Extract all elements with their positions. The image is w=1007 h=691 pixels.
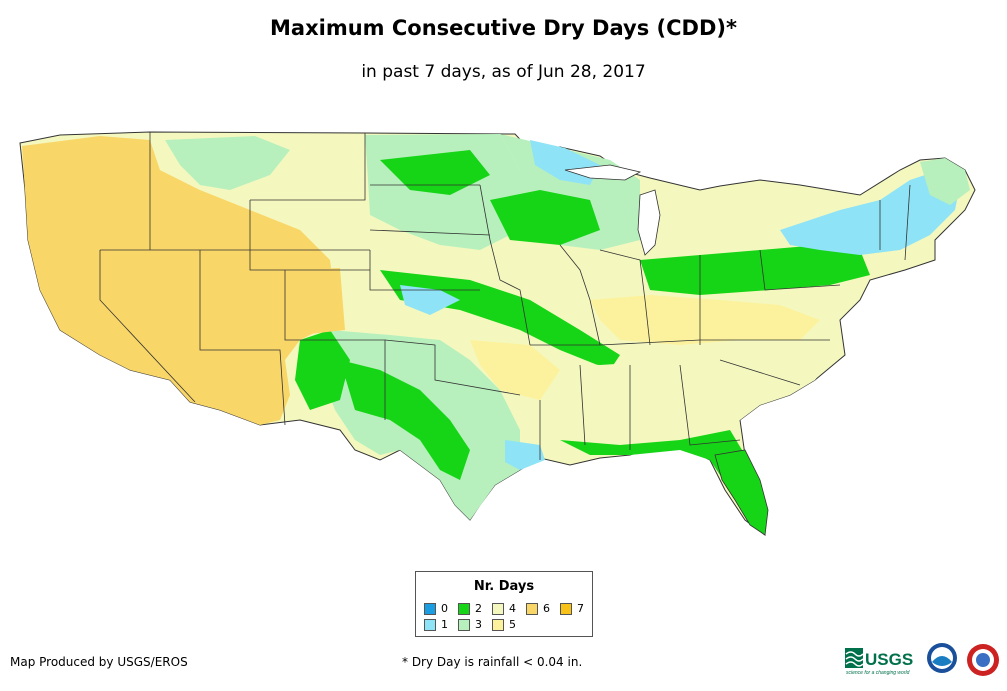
legend-label: 7 — [577, 602, 584, 615]
legend-title: Nr. Days — [473, 579, 535, 594]
lake-michigan — [637, 189, 661, 256]
legend-swatch — [458, 618, 470, 631]
arkansas-yellow — [470, 340, 560, 400]
legend-item-1: 1 — [424, 618, 448, 631]
legend-label: 2 — [475, 602, 482, 615]
legend-item-5: 5 — [492, 618, 516, 631]
legend-swatch — [458, 602, 470, 615]
dakota-green — [380, 150, 490, 195]
colorado-yellow — [285, 268, 345, 335]
map-title: Maximum Consecutive Dry Days (CDD)* — [270, 16, 737, 40]
texas-bright — [340, 360, 470, 480]
gulf-coast-green — [560, 430, 760, 515]
lake-superior — [564, 164, 642, 181]
legend-swatch — [492, 602, 504, 615]
legend-label: 1 — [441, 618, 448, 631]
map-credit: Map Produced by USGS/EROS — [10, 655, 188, 669]
great-lakes-green — [640, 245, 870, 295]
legend-label: 4 — [509, 602, 516, 615]
legend: Nr. Days 0 1 2 3 4 5 6 — [415, 571, 593, 637]
legend-item-0: 0 — [424, 602, 448, 615]
legend-item-7: 7 — [560, 602, 584, 615]
minnesota-green — [490, 190, 600, 245]
florida — [714, 449, 769, 536]
legend-swatch — [424, 618, 436, 631]
usgs-logo: USGS science for a changing world — [845, 648, 913, 676]
dry-day-footnote: * Dry Day is rainfall < 0.04 in. — [402, 655, 583, 669]
southeast-yellow — [530, 355, 830, 445]
noaa-logo — [927, 643, 957, 673]
usgs-wordmark: USGS — [865, 650, 913, 669]
us-dry-days-map — [19, 131, 976, 536]
state-lines — [99, 132, 911, 460]
legend-item-3: 3 — [458, 618, 482, 631]
kansas-blue — [400, 285, 460, 315]
usgs-tagline: science for a changing world — [846, 670, 910, 676]
northeast-blue — [780, 170, 960, 255]
ohio-valley — [590, 295, 820, 345]
legend-swatch — [424, 602, 436, 615]
new-mexico-green — [295, 330, 350, 410]
legend-swatch — [492, 618, 504, 631]
maine-green — [920, 158, 970, 205]
legend-swatch — [526, 602, 538, 615]
nws-logo — [967, 644, 999, 676]
louisiana-blue — [505, 440, 545, 470]
legend-item-2: 2 — [458, 602, 482, 615]
legend-label: 0 — [441, 602, 448, 615]
legend-label: 3 — [475, 618, 482, 631]
legend-item-6: 6 — [526, 602, 550, 615]
legend-label: 5 — [509, 618, 516, 631]
map-subtitle: in past 7 days, as of Jun 28, 2017 — [361, 62, 646, 82]
legend-label: 6 — [543, 602, 550, 615]
legend-item-4: 4 — [492, 602, 516, 615]
agency-logos: USGS science for a changing world — [845, 643, 999, 676]
west-region — [22, 136, 335, 425]
legend-swatch — [560, 602, 572, 615]
montana-light-green — [165, 136, 290, 190]
